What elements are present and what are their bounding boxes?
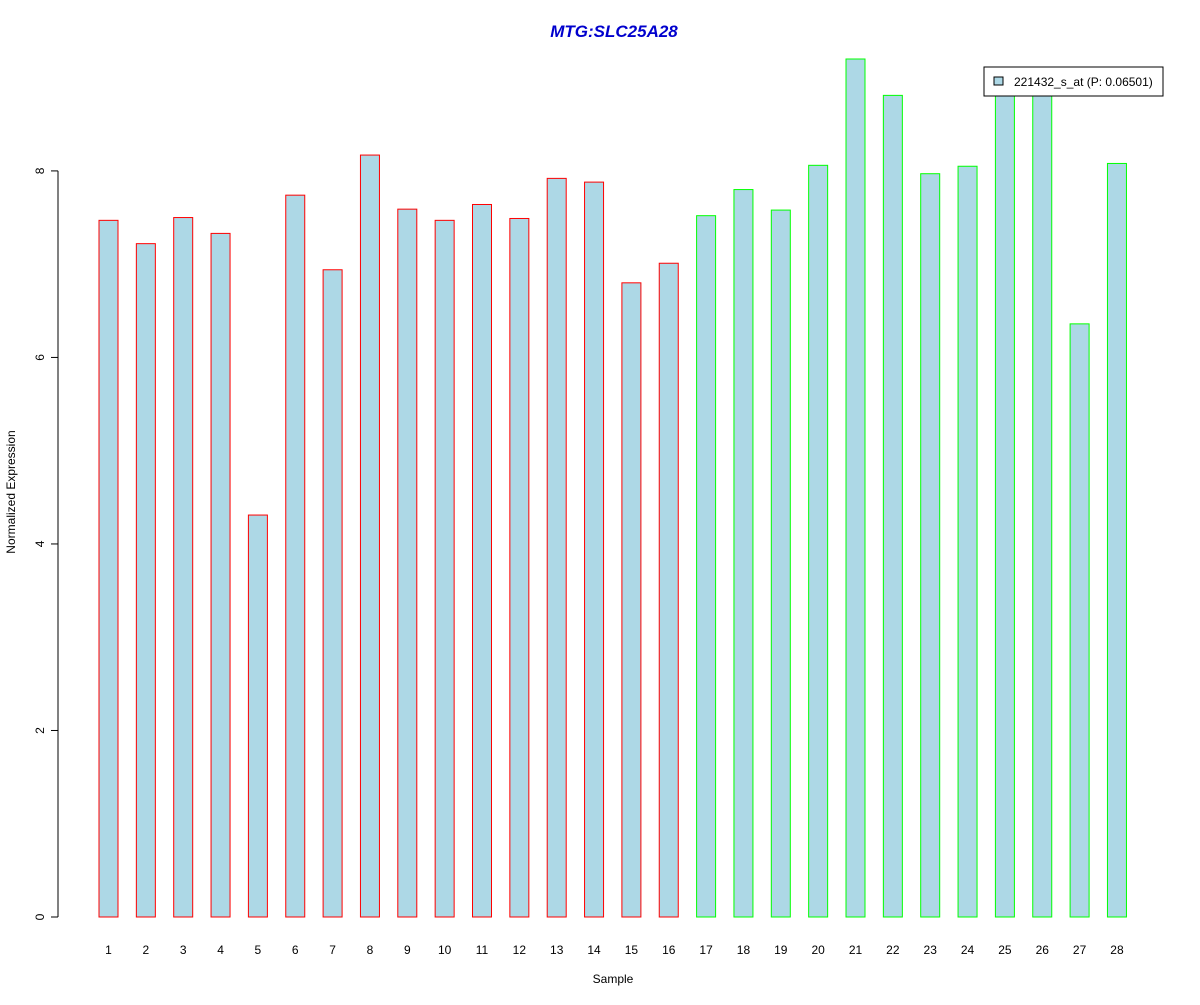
x-tick-label: 7 [329, 943, 336, 957]
x-tick-label: 10 [438, 943, 452, 957]
x-tick-label: 24 [961, 943, 975, 957]
bar-sample-4 [210, 232, 231, 918]
legend-entry-label: 221432_s_at (P: 0.06501) [1014, 75, 1153, 89]
y-tick-label: 6 [33, 354, 47, 361]
bar-sample-10 [434, 219, 455, 918]
bar-sample-20 [808, 164, 829, 918]
bar-sample-2 [135, 243, 156, 918]
x-tick-label: 3 [180, 943, 187, 957]
x-tick-label: 19 [774, 943, 788, 957]
bar-sample-14 [584, 181, 605, 918]
x-tick-label: 9 [404, 943, 411, 957]
bar-sample-18 [733, 189, 754, 918]
y-axis-label: Normalized Expression [4, 430, 18, 553]
x-tick-label: 16 [662, 943, 676, 957]
y-axis: 0 2 4 6 8 [33, 167, 59, 920]
bar-sample-24 [957, 165, 978, 918]
x-tick-label: 27 [1073, 943, 1087, 957]
bar-sample-6 [285, 194, 306, 918]
legend: 221432_s_at (P: 0.06501) [983, 66, 1164, 97]
bar-sample-28 [1106, 162, 1127, 918]
x-tick-label: 18 [737, 943, 751, 957]
x-tick-label: 21 [849, 943, 863, 957]
x-tick-label: 13 [550, 943, 564, 957]
x-tick-label: 8 [367, 943, 374, 957]
bar-sample-11 [472, 203, 492, 918]
bar-sample-21 [845, 58, 866, 918]
y-tick-label: 2 [33, 727, 47, 734]
bars-group [98, 58, 1127, 918]
bar-sample-27 [1069, 323, 1090, 918]
bar-sample-9 [397, 208, 418, 918]
bar-sample-12 [509, 217, 530, 918]
bar-sample-19 [770, 209, 791, 918]
bar-sample-5 [247, 514, 268, 918]
bar-sample-16 [658, 262, 679, 918]
x-tick-label: 28 [1110, 943, 1124, 957]
x-tick-label: 17 [699, 943, 713, 957]
x-tick-label: 11 [476, 943, 489, 957]
x-tick-label: 15 [625, 943, 639, 957]
x-tick-label: 22 [886, 943, 900, 957]
y-tick-label: 0 [33, 913, 47, 920]
y-tick-label: 8 [33, 167, 47, 174]
x-tick-label: 14 [587, 943, 601, 957]
legend-box [983, 66, 1164, 97]
x-tick-label: 12 [513, 943, 527, 957]
bar-sample-7 [322, 269, 343, 918]
bar-sample-8 [359, 154, 380, 918]
chart-title: MTG:SLC25A28 [550, 22, 678, 41]
x-tick-label: 25 [998, 943, 1012, 957]
x-tick-label: 5 [255, 943, 262, 957]
x-axis-label: Sample [593, 972, 634, 986]
legend-swatch [993, 76, 1004, 86]
bar-sample-15 [621, 282, 642, 918]
bar-sample-3 [173, 217, 194, 918]
bar-sample-13 [546, 177, 567, 918]
x-tick-labels: 1 2 3 4 5 6 7 8 9 10 11 12 13 14 15 16 17 18 19 20 21 22 23 24 2… [105, 943, 1124, 957]
y-tick-label: 4 [33, 540, 47, 547]
x-tick-label: 20 [811, 943, 825, 957]
bar-sample-25 [994, 94, 1015, 918]
bar-sample-23 [920, 173, 941, 918]
x-tick-label: 26 [1036, 943, 1050, 957]
bar-sample-17 [696, 215, 717, 918]
bar-sample-26 [1032, 94, 1053, 918]
x-tick-label: 1 [105, 943, 112, 957]
bar-sample-22 [882, 94, 903, 918]
x-tick-label: 4 [217, 943, 224, 957]
bar-sample-1 [98, 219, 119, 918]
x-tick-label: 6 [292, 943, 299, 957]
x-tick-label: 23 [924, 943, 938, 957]
x-tick-label: 2 [143, 943, 150, 957]
